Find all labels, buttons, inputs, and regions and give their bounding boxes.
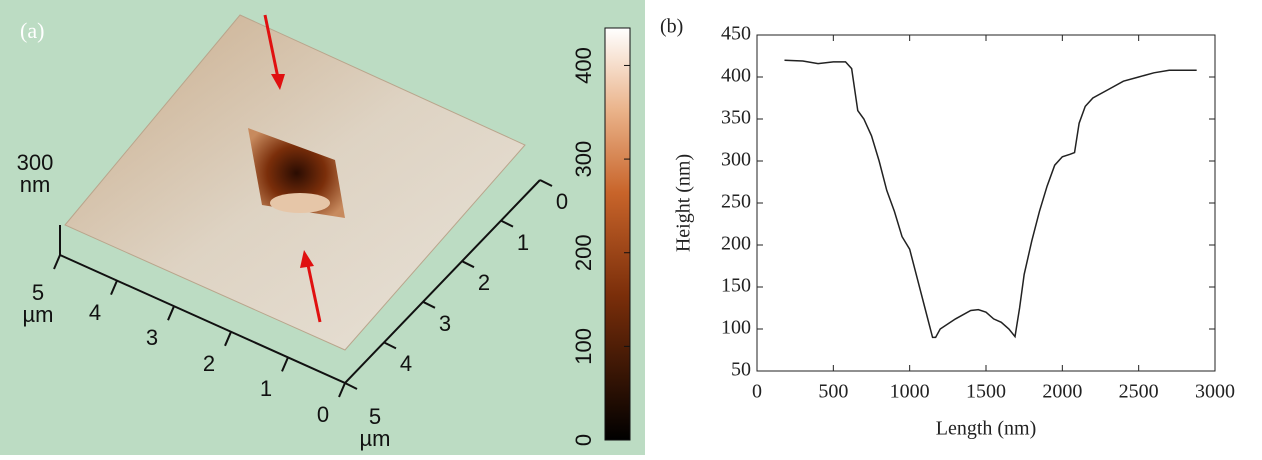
z-scale-label: 300 nm xyxy=(15,152,55,196)
x-tick-label: 3 xyxy=(141,327,163,349)
x-tick xyxy=(225,332,231,346)
colorbar-tick-label: 300 xyxy=(571,141,596,178)
panel-label: (a) xyxy=(20,20,44,42)
indent-floor xyxy=(270,193,330,213)
y-tick xyxy=(462,261,474,267)
y-tick-label: 4 xyxy=(395,353,417,375)
x-tick-label: 500 xyxy=(818,381,848,403)
colorbar-tick-label: 0 xyxy=(571,434,596,446)
y-tick-label: 2 xyxy=(473,272,495,294)
x-axis-label: Length (nm) xyxy=(936,418,1037,440)
x-tick xyxy=(54,255,60,269)
height-profile xyxy=(784,60,1196,337)
y-tick-label: 50 xyxy=(731,359,751,381)
y-tick-label: 250 xyxy=(721,191,751,213)
x-tick-label: 1 xyxy=(255,378,277,400)
x-tick-label: 0 xyxy=(752,381,762,403)
x-tick-label: 1500 xyxy=(966,381,1006,403)
line-chart: (b) Length (nm) Height (nm) 0 500 1000 1500… xyxy=(645,0,1262,455)
x-tick-label: 4 xyxy=(84,302,106,324)
x-tick-label: 5 µm xyxy=(18,282,58,326)
y-tick-label: 200 xyxy=(721,233,751,255)
plot-frame xyxy=(757,35,1215,371)
y-tick-label: 450 xyxy=(721,23,751,45)
y-tick-label: 300 xyxy=(721,149,751,171)
x-tick-label: 2500 xyxy=(1119,381,1159,403)
y-tick xyxy=(501,221,513,227)
x-tick xyxy=(168,306,174,320)
y-tick-label: 1 xyxy=(512,232,534,254)
x-tick xyxy=(339,383,345,397)
x-tick-label: 0 xyxy=(312,404,334,426)
page: 0100200300400 (a) 300 nm 012345 µm012345… xyxy=(0,0,1262,455)
x-tick-label: 3000 xyxy=(1195,381,1235,403)
y-tick-label: 100 xyxy=(721,317,751,339)
panel-label: (b) xyxy=(660,16,683,38)
y-axis-label: Height (nm) xyxy=(673,154,695,252)
x-tick xyxy=(111,281,117,295)
y-tick xyxy=(345,383,357,389)
colorbar-tick-label: 400 xyxy=(571,47,596,84)
y-tick-label: 5 µm xyxy=(355,406,395,450)
x-tick-label: 2 xyxy=(198,353,220,375)
y-tick-label: 3 xyxy=(434,313,456,335)
y-tick xyxy=(384,342,396,348)
x-tick-label: 1000 xyxy=(890,381,930,403)
colorbar xyxy=(605,28,630,440)
x-tick-label: 2000 xyxy=(1042,381,1082,403)
y-tick-label: 150 xyxy=(721,275,751,297)
y-tick xyxy=(423,302,435,308)
y-tick-label: 350 xyxy=(721,107,751,129)
y-tick xyxy=(540,180,552,186)
y-tick-label: 0 xyxy=(551,191,573,213)
x-tick xyxy=(282,357,288,371)
y-tick-label: 400 xyxy=(721,65,751,87)
colorbar-tick-label: 100 xyxy=(571,328,596,365)
colorbar-tick-label: 200 xyxy=(571,234,596,271)
